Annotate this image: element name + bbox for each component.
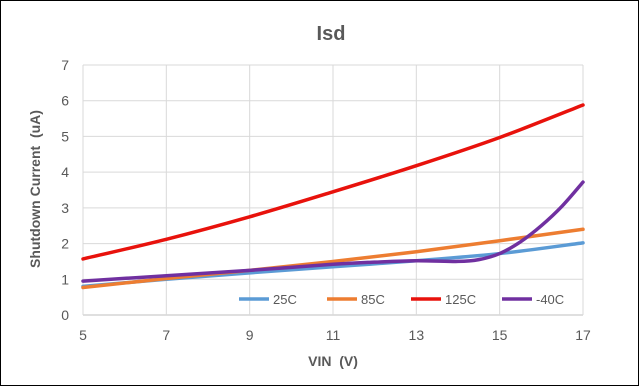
- y-tick-label: 0: [61, 307, 69, 323]
- legend-label: 85C: [361, 292, 385, 307]
- x-tick-label: 15: [492, 327, 508, 343]
- y-tick-label: 3: [61, 200, 69, 216]
- series-line-40c: [81, 180, 585, 283]
- y-tick-label: 1: [61, 271, 69, 287]
- legend-label: -40C: [536, 292, 564, 307]
- series-layer: [81, 103, 585, 290]
- legend: 25C 85C 125C -40C: [239, 292, 564, 307]
- legend-label: 25C: [273, 292, 297, 307]
- chart-title: Isd: [317, 23, 346, 45]
- x-tick-label: 9: [246, 327, 254, 343]
- x-tick-label: 5: [79, 327, 87, 343]
- grid-layer: [82, 64, 584, 316]
- x-tick-label: 13: [409, 327, 425, 343]
- y-tick-label: 2: [61, 236, 69, 252]
- x-tick-label: 7: [162, 327, 170, 343]
- y-axis-title: Shutdown Current (uA): [27, 110, 43, 268]
- series-line-85c: [81, 227, 585, 290]
- y-tick-label: 7: [61, 57, 69, 73]
- tick-layer: 0 1 2 3 4 5 6 7 5 7 9 11 13 15 17: [61, 57, 591, 343]
- y-tick-label: 4: [61, 164, 69, 180]
- y-tick-label: 6: [61, 93, 69, 109]
- y-tick-label: 5: [61, 128, 69, 144]
- x-axis-title: VIN (V): [308, 353, 358, 369]
- legend-label: 125C: [445, 292, 476, 307]
- x-tick-label: 11: [326, 327, 341, 343]
- x-tick-label: 17: [575, 327, 591, 343]
- series-line-125c: [81, 103, 585, 261]
